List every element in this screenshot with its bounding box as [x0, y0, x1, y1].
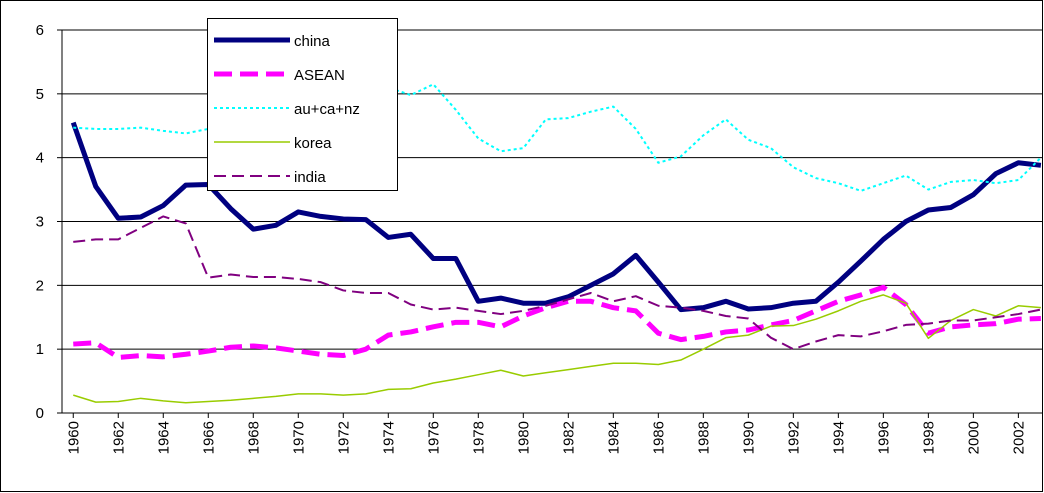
legend-label: korea	[294, 135, 332, 152]
x-tick-label: 1970	[290, 421, 307, 454]
x-tick-label: 1994	[830, 421, 847, 454]
series-line	[70, 121, 1042, 313]
legend-label: au+ca+nz	[294, 101, 360, 118]
legend-box	[207, 18, 398, 191]
x-tick-label: 1990	[740, 421, 757, 454]
x-tick-label: 1964	[155, 421, 172, 454]
x-tick-label: 1968	[245, 421, 262, 454]
x-tick-label: 1992	[785, 421, 802, 454]
y-tick-label: 5	[36, 86, 44, 103]
series-line	[73, 284, 1041, 360]
x-tick-label: 2000	[965, 421, 982, 454]
y-tick-label: 6	[36, 22, 44, 39]
legend-label: ASEAN	[294, 67, 345, 84]
x-tick-label: 1982	[560, 421, 577, 454]
x-tick-label: 1996	[875, 421, 892, 454]
x-tick-label: 1978	[470, 421, 487, 454]
x-tick-label: 1988	[695, 421, 712, 454]
y-tick-label: 4	[36, 150, 44, 167]
x-tick-label: 2002	[1010, 421, 1027, 454]
x-tick-label: 1966	[200, 421, 217, 454]
axes: 0 1 2 3 4 5 6 1960 1962 1964 1966 1968 1970 1972 1974 1…	[36, 22, 1042, 454]
y-tick-label: 3	[36, 214, 44, 231]
x-tick-label: 1984	[605, 421, 622, 454]
x-tick-label: 1974	[380, 421, 397, 454]
series-line	[73, 294, 1041, 404]
x-tick-label: 1962	[110, 421, 127, 454]
x-tick-label: 1986	[650, 421, 667, 454]
y-tick-label: 1	[36, 341, 44, 358]
legend: china ASEAN au+ca+nz korea india	[207, 18, 398, 191]
legend-label: india	[294, 169, 326, 186]
x-tick-label: 1980	[515, 421, 532, 454]
series-line	[73, 215, 1042, 351]
x-tick-label: 1998	[920, 421, 937, 454]
legend-label: china	[294, 33, 331, 50]
x-tick-label: 1960	[65, 421, 82, 454]
x-tick-label: 1976	[425, 421, 442, 454]
y-tick-label: 2	[36, 277, 44, 294]
x-tick-label: 1972	[335, 421, 352, 454]
y-tick-label: 0	[36, 405, 44, 422]
